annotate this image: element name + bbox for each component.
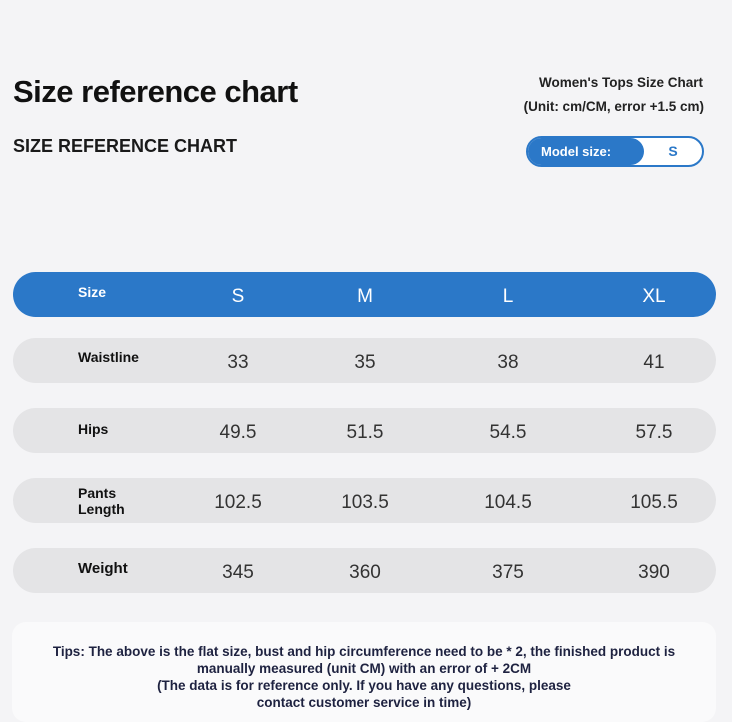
table-header-row: Size S M L XL [13, 272, 716, 317]
row-label: Pants Length [78, 485, 125, 517]
table-cell: 102.5 [214, 492, 262, 513]
table-row: Waistline 33 35 38 41 [13, 338, 716, 383]
table-row: Hips 49.5 51.5 54.5 57.5 [13, 408, 716, 453]
tips-disclaimer: (The data is for reference only. If you … [157, 678, 571, 710]
table-cell: 49.5 [219, 422, 257, 443]
tips-text: Tips: The above is the flat size, bust a… [52, 644, 676, 676]
row-label: Weight [78, 560, 128, 577]
header-cell: M [357, 286, 373, 307]
tips-box: Tips: The above is the flat size, bust a… [12, 622, 716, 722]
unit-note: (Unit: cm/CM, error +1.5 cm) [523, 99, 704, 114]
page-subtitle: SIZE REFERENCE CHART [13, 136, 238, 156]
table-cell: 360 [349, 562, 381, 583]
header-cell: XL [642, 286, 666, 307]
table-cell: 33 [227, 352, 249, 373]
table-cell: 54.5 [489, 422, 527, 443]
table-cell: 105.5 [630, 492, 678, 513]
header-label: Size [78, 284, 107, 300]
table-cell: 51.5 [346, 422, 384, 443]
table-cell: 57.5 [635, 422, 673, 443]
table-cell: 41 [643, 352, 665, 373]
table-cell: 35 [354, 352, 376, 373]
model-size-value: S [668, 143, 678, 159]
header-cell: S [231, 286, 245, 307]
model-size-label: Model size: [528, 138, 644, 165]
table-row: Weight 345 360 375 390 [13, 548, 716, 593]
row-label: Hips [78, 421, 109, 437]
model-size-badge: Model size: S [526, 136, 704, 167]
table-cell: 345 [222, 562, 254, 583]
chart-name: Women's Tops Size Chart [539, 75, 703, 90]
header-cell: L [502, 286, 514, 307]
table-cell: 375 [492, 562, 524, 583]
page-title: Size reference chart [13, 74, 298, 109]
table-row: Pants Length 102.5 103.5 104.5 105.5 [13, 478, 716, 523]
table-cell: 38 [497, 352, 519, 373]
table-cell: 104.5 [484, 492, 532, 513]
table-cell: 103.5 [341, 492, 389, 513]
table-cell: 390 [638, 562, 670, 583]
row-label: Waistline [78, 349, 139, 365]
